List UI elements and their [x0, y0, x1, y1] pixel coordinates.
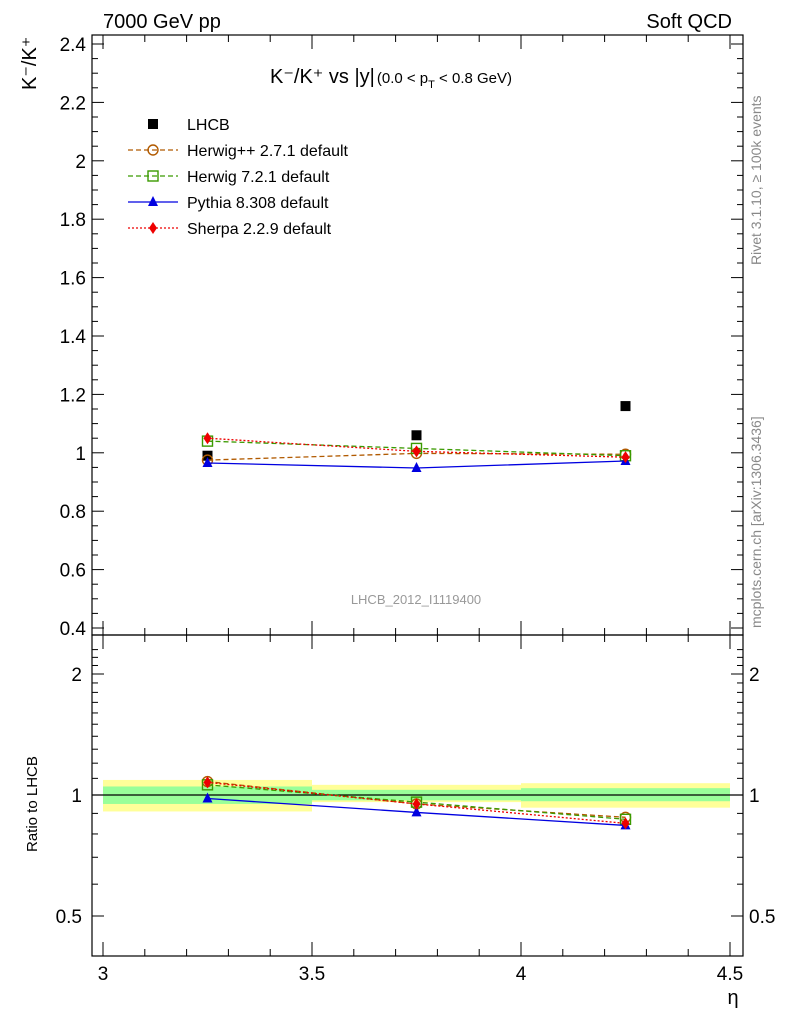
legend-marker-pythia: [148, 196, 158, 206]
chart-title: K⁻/K⁺ vs |y| (0.0 < pT < 0.8 GeV): [270, 66, 512, 91]
ratio-panel: 3 3.5 4 4.5 0.5 0.5 1 1 2 2 Ratio to LHCB η: [24, 634, 775, 1009]
x-tick-label: 4.5: [717, 964, 743, 985]
ratio-point-sherpa-2: [621, 817, 630, 830]
main-panel: 0.4 0.6 0.8 1 1.2 1.4 1.6 1.8 2 2.2 2.4 K⁻/K⁺ vs |…: [19, 34, 744, 640]
ratio-point-sherpa-1: [412, 797, 421, 810]
main-y-tick-label: 2: [75, 152, 86, 173]
ratio-point-pythia-0: [202, 792, 213, 803]
point-pythia-0: [202, 457, 213, 468]
point-lhcb-2: [620, 401, 631, 412]
legend-marker-herwigpp: [147, 144, 159, 156]
point-sherpa-0: [203, 432, 212, 445]
legend: LHCB Herwig++ 2.7.1 default Herwig 7.2.1 d…: [128, 117, 349, 238]
x-tick-label: 3.5: [299, 964, 325, 985]
point-sherpa-1: [412, 445, 421, 458]
legend-marker-lhcb: [148, 119, 158, 129]
ratio-y-ticks: 0.5 0.5 1 1 2 2: [56, 649, 775, 928]
legend-label-herwig7: Herwig 7.2.1 default: [187, 169, 330, 186]
point-sherpa-2: [621, 451, 630, 464]
legend-marker-herwig7: [147, 170, 159, 182]
x-tick-label: 3: [98, 964, 109, 985]
ratio-point-sherpa-0: [203, 776, 212, 789]
main-y-tick-label: 1.6: [60, 269, 86, 290]
main-y-tick-label: 0.4: [60, 619, 87, 640]
legend-label-pythia: Pythia 8.308 default: [187, 195, 329, 212]
ratio-y-tick-label: 0.5: [56, 907, 82, 928]
ratio-plot-area: [92, 775, 743, 830]
main-plot-area: [201, 401, 632, 472]
header-category: Soft QCD: [646, 11, 732, 33]
ratio-x-ticks: 3 3.5 4 4.5: [98, 635, 743, 985]
ratio-y-tick-label-right: 0.5: [749, 907, 775, 928]
chart-title-range: (0.0 < p: [377, 70, 428, 87]
rivet-label: Rivet 3.1.10, ≥ 100k events: [748, 95, 764, 265]
point-pythia-1: [411, 461, 422, 472]
ratio-y-tick-label-right: 1: [749, 786, 760, 807]
main-y-tick-label: 0.8: [60, 502, 86, 523]
main-y-tick-label: 1.2: [60, 385, 86, 406]
legend-marker-sherpa: [149, 222, 157, 234]
ratio-y-label: Ratio to LHCB: [24, 756, 41, 852]
main-y-label: K⁻/K⁺: [19, 37, 41, 90]
ratio-point-pythia-1: [411, 806, 422, 817]
main-y-tick-label: 2.4: [60, 35, 87, 56]
header-energy: 7000 GeV pp: [103, 11, 221, 33]
mcplots-label: mcplots.cern.ch [arXiv:1306.3436]: [748, 416, 764, 628]
main-y-tick-label: 2.2: [60, 93, 86, 114]
ratio-y-tick-label: 1: [71, 786, 82, 807]
legend-label-herwigpp: Herwig++ 2.7.1 default: [187, 143, 349, 160]
main-y-tick-label: 1.4: [60, 327, 87, 348]
main-y-ticks: 0.4 0.6 0.8 1 1.2 1.4 1.6 1.8 2 2.2 2.4: [60, 35, 743, 640]
chart-title-main: K⁻/K⁺ vs |y|: [270, 66, 375, 88]
chart-title-range-close: < 0.8 GeV): [435, 70, 512, 87]
main-y-tick-label: 1: [75, 444, 86, 465]
main-y-tick-label: 0.6: [60, 561, 86, 582]
legend-label-sherpa: Sherpa 2.2.9 default: [187, 221, 332, 238]
x-tick-label: 4: [516, 964, 527, 985]
chart-title-pt-sub: T: [428, 79, 435, 91]
main-y-tick-label: 1.8: [60, 210, 86, 231]
analysis-watermark: LHCB_2012_I1119400: [351, 592, 481, 607]
ratio-y-tick-label-right: 2: [749, 665, 760, 686]
ratio-y-tick-label: 2: [71, 665, 82, 686]
x-axis-label: η: [727, 987, 738, 1009]
legend-label-lhcb: LHCB: [187, 117, 230, 134]
point-lhcb-1: [411, 430, 422, 441]
main-x-ticks: [102, 35, 731, 635]
